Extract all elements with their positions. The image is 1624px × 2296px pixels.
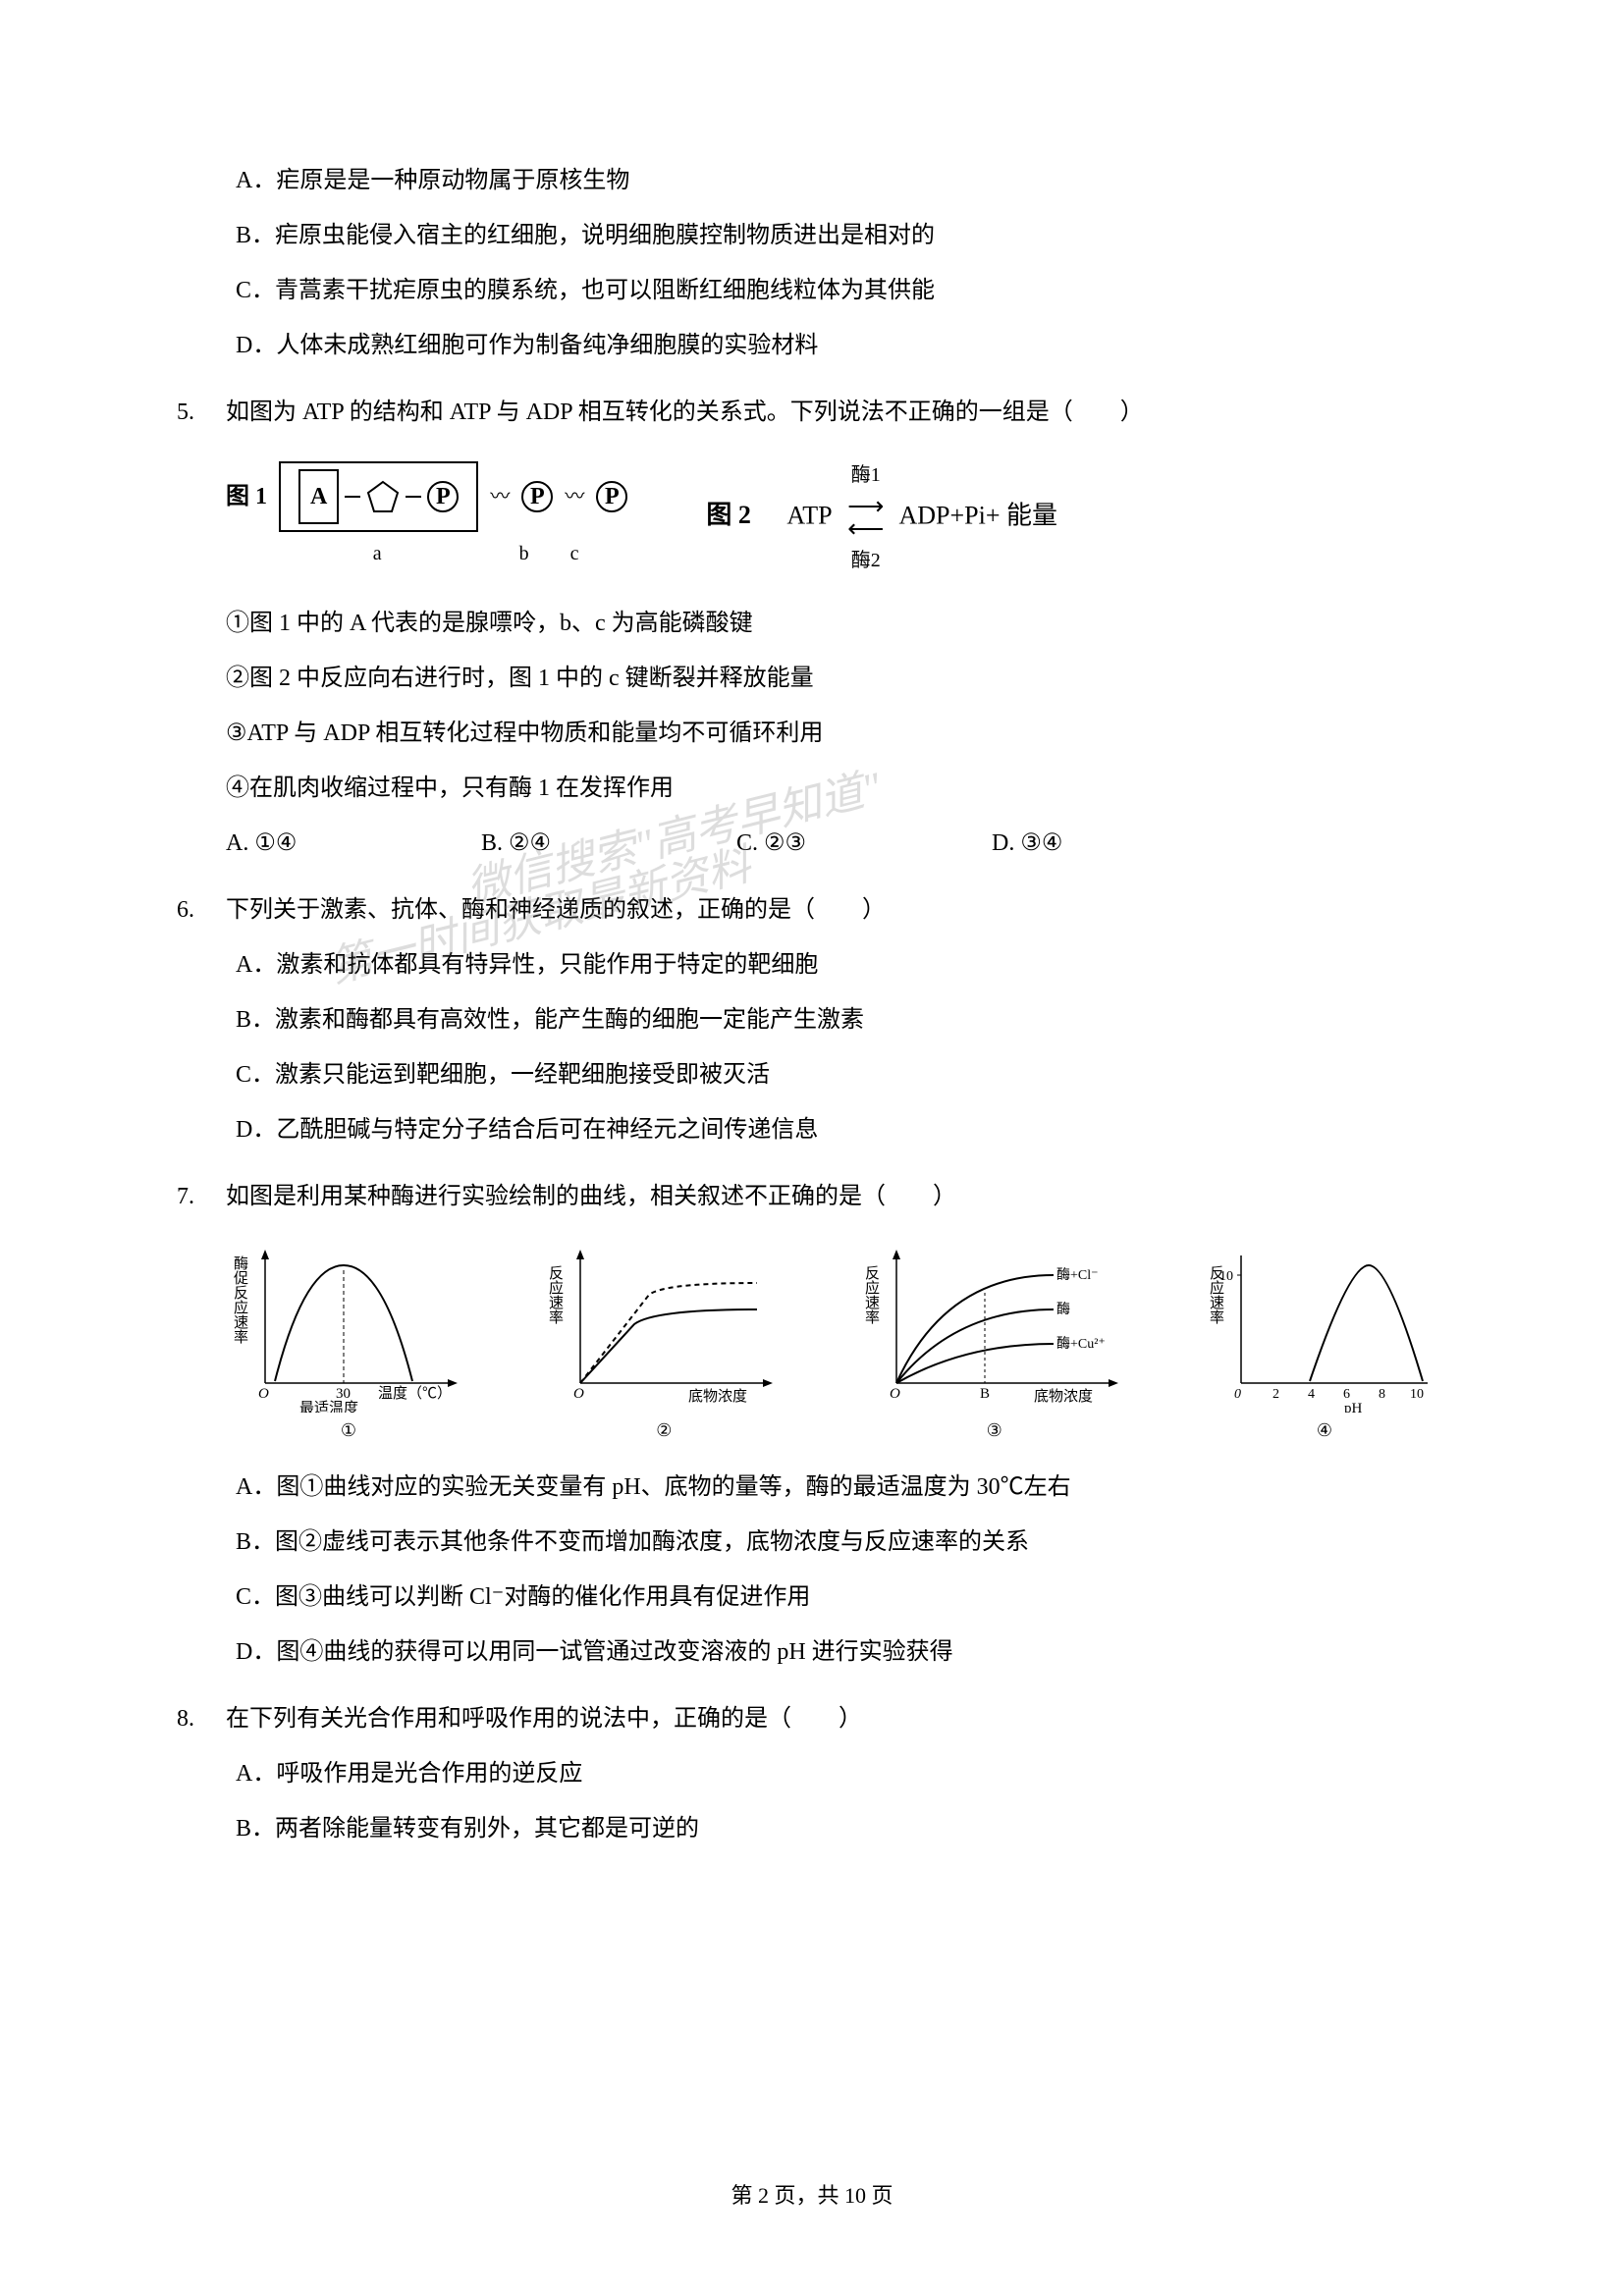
chart4-svg: 反应速率 10 0 2 4 6 8 10 pH [1202,1236,1447,1413]
atp-bond-icon [406,496,421,498]
q6-option-b: B．激素和酶都具有高效性，能产生酶的细胞一定能产生激素 [177,996,1447,1043]
q5-stmt4: ④在肌肉收缩过程中，只有酶 1 在发挥作用 [177,765,1447,812]
chart3: 反应速率 酶+Cl⁻ 酶 酶+Cu²⁺ O B 底物浓度 ③ [857,1236,1132,1448]
q5-opt-a: A. ①④ [226,820,481,867]
q5-opt-c: C. ②③ [736,820,992,867]
chart1-xtick: 30 [336,1386,351,1402]
q5-opt-b: B. ②④ [481,820,736,867]
q7: 7. 如图是利用某种酶进行实验绘制的曲线，相关叙述不正确的是（ ） [177,1173,1447,1220]
atp-structure-box: A P [279,461,478,532]
q4-option-c: C．青蒿素干扰疟原虫的膜系统，也可以阻断红细胞线粒体为其供能 [177,267,1447,314]
phosphate-icon: P [596,481,627,512]
q8-option-a: A．呼吸作用是光合作用的逆反应 [177,1750,1447,1797]
q7-option-d: D．图④曲线的获得可以用同一试管通过改变溶液的 pH 进行实验获得 [177,1629,1447,1676]
q7-option-b: B．图②虚线可表示其他条件不变而增加酶浓度，底物浓度与反应速率的关系 [177,1519,1447,1566]
chart1-num: ① [226,1413,471,1448]
chart1-xlabel: 温度（℃） [378,1385,452,1402]
label-b: b [519,534,529,573]
pentagon-icon [366,480,400,513]
chart4: 反应速率 10 0 2 4 6 8 10 pH ④ [1202,1236,1447,1448]
q4-option-a: A．疟原是是一种原动物属于原核生物 [177,157,1447,204]
chart4-x8: 8 [1379,1387,1385,1402]
chart3-label2: 酶 [1056,1302,1070,1317]
q8-number: 8. [177,1695,226,1742]
chart4-num: ④ [1202,1413,1447,1448]
chart3-label1: 酶+Cl⁻ [1056,1267,1099,1283]
q7-text: 如图是利用某种酶进行实验绘制的曲线，相关叙述不正确的是（ ） [226,1173,1447,1220]
chart2-svg: 反应速率 O 底物浓度 [541,1236,786,1413]
fig1-label: 图 1 [226,473,267,520]
q5-answers: A. ①④ B. ②④ C. ②③ D. ③④ [177,820,1447,867]
chart3-svg: 反应速率 酶+Cl⁻ 酶 酶+Cu²⁺ O B 底物浓度 [857,1236,1132,1413]
q5-text: 如图为 ATP 的结构和 ATP 与 ADP 相互转化的关系式。下列说法不正确的… [226,389,1447,436]
q4-option-d: D．人体未成熟红细胞可作为制备纯净细胞膜的实验材料 [177,322,1447,369]
q6-option-c: C．激素只能运到靶细胞，一经靶细胞接受即被灭活 [177,1051,1447,1098]
chart3-ylabel: 反应速率 [863,1265,880,1324]
svg-text:O: O [890,1386,900,1402]
enzyme2-label: 酶2 [851,541,881,580]
chart4-x10: 10 [1410,1387,1424,1402]
q5-figure: 图 1 A P 〰 P 〰 P a b c [177,455,1447,580]
page-footer: 第 2 页，共 10 页 [0,2174,1624,2217]
eq-products: ADP+Pi+ 能量 [899,501,1058,529]
chart2-num: ② [541,1413,786,1448]
chart3-label3: 酶+Cu²⁺ [1056,1336,1106,1352]
chart4-x2: 2 [1272,1387,1279,1402]
svg-text:O: O [258,1386,269,1402]
chart1-ylabel: 酶促反应速率 [232,1255,248,1344]
chart1: 酶促反应速率 O 30 温度（℃） 最适温度 ① [226,1236,471,1448]
chart4-xlabel: pH [1344,1401,1363,1413]
q6-option-d: D．乙酰胆碱与特定分子结合后可在神经元之间传递信息 [177,1106,1447,1153]
chart4-ymax: 10 [1219,1269,1233,1284]
chart3-xtick: B [980,1386,990,1402]
q8-option-b: B．两者除能量转变有别外，其它都是可逆的 [177,1805,1447,1852]
q7-option-c: C．图③曲线可以判断 Cl⁻对酶的催化作用具有促进作用 [177,1574,1447,1621]
q4-option-b: B．疟原虫能侵入宿主的红细胞，说明细胞膜控制物质进出是相对的 [177,212,1447,259]
high-energy-bond-c-icon: 〰 [565,477,584,516]
q8-text: 在下列有关光合作用和呼吸作用的说法中，正确的是（ ） [226,1695,1447,1742]
q7-number: 7. [177,1173,226,1220]
chart2-ylabel: 反应速率 [547,1265,564,1324]
fig2-label: 图 2 [706,501,751,529]
chart4-x6: 6 [1343,1387,1350,1402]
q5: 5. 如图为 ATP 的结构和 ATP 与 ADP 相互转化的关系式。下列说法不… [177,389,1447,436]
eq-atp: ATP [786,501,831,529]
q8: 8. 在下列有关光合作用和呼吸作用的说法中，正确的是（ ） [177,1695,1447,1742]
q7-charts: 酶促反应速率 O 30 温度（℃） 最适温度 ① 反应速率 O 底物浓度 ② [177,1236,1447,1448]
enzyme1-label: 酶1 [851,455,881,495]
chart3-num: ③ [857,1413,1132,1448]
q5-number: 5. [177,389,226,436]
q5-opt-d: D. ③④ [992,820,1247,867]
chart2-xlabel: 底物浓度 [688,1388,747,1405]
fig2-equation: 图 2 ATP 酶1 ⟶⟵ 酶2 ADP+Pi+ 能量 [706,455,1057,580]
high-energy-bond-b-icon: 〰 [490,477,510,516]
chart2: 反应速率 O 底物浓度 ② [541,1236,786,1448]
chart1-svg: 酶促反应速率 O 30 温度（℃） 最适温度 [226,1236,471,1413]
phosphate-icon: P [521,481,553,512]
atp-bond-icon [345,496,360,498]
chart4-x4: 4 [1308,1387,1315,1402]
q6-option-a: A．激素和抗体都具有特异性，只能作用于特定的靶细胞 [177,941,1447,988]
q6-text: 下列关于激素、抗体、酶和神经递质的叙述，正确的是（ ） [226,886,1447,934]
q6-number: 6. [177,886,226,934]
reversible-arrow-icon: 酶1 ⟶⟵ 酶2 [847,455,884,580]
svg-text:O: O [573,1386,584,1402]
chart4-x0: 0 [1234,1387,1241,1402]
label-a: a [373,534,382,573]
q6: 6. 下列关于激素、抗体、酶和神经递质的叙述，正确的是（ ） [177,886,1447,934]
q7-option-a: A．图①曲线对应的实验无关变量有 pH、底物的量等，酶的最适温度为 30℃左右 [177,1464,1447,1511]
phosphate-icon: P [427,481,459,512]
q5-stmt3: ③ATP 与 ADP 相互转化过程中物质和能量均不可循环利用 [177,710,1447,757]
atp-A-box: A [298,469,339,524]
q5-stmt2: ②图 2 中反应向右进行时，图 1 中的 c 键断裂并释放能量 [177,655,1447,702]
chart1-annotation: 最适温度 [299,1400,358,1413]
label-c: c [570,534,579,573]
q5-stmt1: ①图 1 中的 A 代表的是腺嘌呤，b、c 为高能磷酸键 [177,600,1447,647]
chart3-xlabel: 底物浓度 [1034,1388,1093,1405]
